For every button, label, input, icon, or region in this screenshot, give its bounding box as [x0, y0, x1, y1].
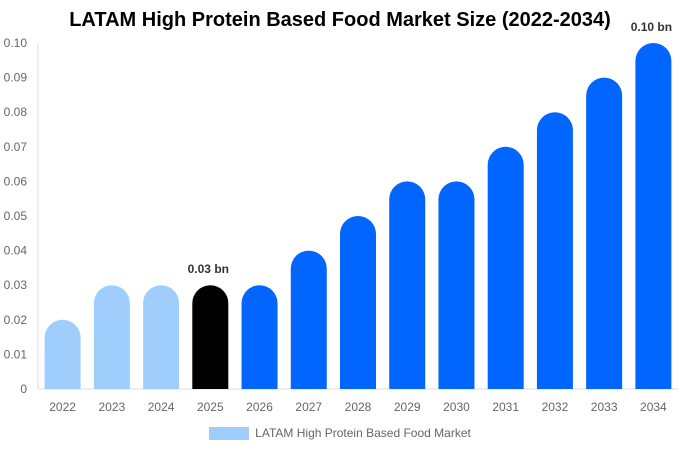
y-tick-label: 0.10 [4, 36, 28, 50]
y-tick-label: 0.03 [4, 278, 28, 292]
y-tick-label: 0.07 [4, 140, 28, 154]
data-label: 0.10 bn [631, 20, 672, 34]
bar-2030 [438, 181, 475, 389]
x-tick-label: 2027 [295, 400, 322, 414]
x-tick-label: 2030 [443, 400, 470, 414]
y-tick-label: 0.05 [4, 209, 28, 223]
bar-2031 [487, 146, 524, 389]
x-tick-label: 2024 [148, 400, 175, 414]
x-tick-label: 2034 [640, 400, 667, 414]
y-tick-label: 0.02 [4, 313, 28, 327]
x-tick-label: 2022 [49, 400, 76, 414]
bar-2026 [241, 285, 278, 389]
bar-2027 [290, 250, 327, 389]
legend-label: LATAM High Protein Based Food Market [255, 426, 471, 440]
data-label: 0.03 bn [188, 262, 229, 276]
bar-2025 [192, 285, 229, 389]
x-tick-label: 2023 [98, 400, 125, 414]
bar-2033 [586, 77, 623, 389]
bar-2032 [536, 112, 573, 389]
legend: LATAM High Protein Based Food Market [0, 426, 680, 440]
bar-2022 [44, 319, 81, 389]
x-tick-label: 2033 [591, 400, 618, 414]
x-tick-label: 2031 [492, 400, 519, 414]
legend-swatch [209, 426, 250, 440]
chart-title: LATAM High Protein Based Food Market Siz… [69, 9, 611, 31]
x-tick-label: 2029 [394, 400, 421, 414]
x-tick-label: 2026 [246, 400, 273, 414]
y-tick-label: 0.01 [4, 347, 28, 361]
bar-2028 [340, 216, 376, 389]
y-tick-label: 0.09 [4, 71, 28, 85]
x-tick-label: 2025 [197, 400, 224, 414]
y-tick-label: 0.04 [4, 244, 28, 258]
bar-2029 [389, 181, 426, 389]
bar-2034 [635, 43, 672, 389]
y-tick-label: 0.06 [4, 174, 28, 188]
bar-2024 [143, 285, 180, 389]
y-tick-label: 0.08 [4, 105, 28, 119]
x-tick-label: 2032 [542, 400, 569, 414]
bar-2023 [93, 285, 130, 389]
y-tick-label: 0 [20, 382, 27, 396]
x-tick-label: 2028 [345, 400, 372, 414]
